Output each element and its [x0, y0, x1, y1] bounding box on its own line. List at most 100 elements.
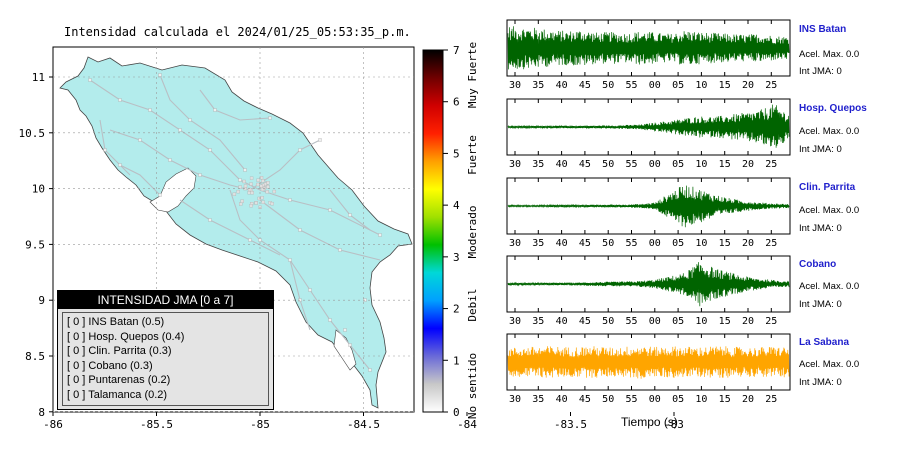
waveform-tick-label: 35 [532, 238, 544, 249]
intensity-legend: INTENSIDAD JMA [0 a 7] [ 0 ] INS Batan (… [57, 290, 274, 410]
waveform-tick-label: 20 [742, 394, 754, 405]
town-marker [208, 148, 212, 152]
town-marker [243, 184, 248, 188]
town-marker [158, 193, 162, 197]
map-title: Intensidad calculada el 2024/01/25_05:53… [64, 25, 411, 39]
town-marker [378, 233, 382, 237]
colorbar-tick-label: 1 [453, 354, 460, 367]
waveform-panel: 30 35 40 45 50 55 00 05 10 15 20 25 [506, 177, 791, 249]
waveform-tick-label: 25 [765, 159, 777, 170]
town-marker [247, 187, 252, 192]
station-accel: Acel. Max. 0.0 [799, 281, 860, 292]
town-marker [103, 148, 107, 152]
map-x-tick-label: -84 [457, 418, 477, 431]
waveform-tick-label: 00 [649, 238, 661, 249]
town-marker [265, 190, 269, 194]
waveform-tick-label: 15 [719, 159, 731, 170]
map-x-axis: -86 -85.5 -85 -84.5 -84 -83.5 -83 [43, 47, 684, 431]
town-marker [232, 192, 237, 196]
legend-entry: [ 0 ] INS Batan (0.5) [67, 316, 165, 328]
colorbar-label: No sentido [466, 353, 479, 419]
colorbar-ticks: 0 1 2 3 4 5 6 7 [443, 44, 460, 419]
waveform-panel: 30 35 40 45 50 55 00 05 10 15 20 25 [506, 255, 791, 327]
map-y-tick-label: 8 [38, 406, 45, 419]
waveform-tick-label: 55 [625, 159, 637, 170]
waveform-tick-label: 20 [742, 80, 754, 91]
waveform-tick-label: 40 [556, 394, 568, 405]
town-marker [288, 258, 292, 262]
town-marker [208, 218, 212, 222]
town-marker [261, 179, 265, 183]
map-x-tick-label: -85 [250, 418, 270, 431]
road [249, 139, 321, 191]
waveform-tick-label: 35 [532, 159, 544, 170]
station-name-ins-batan: INS Batan [799, 24, 847, 35]
town-marker [118, 163, 122, 167]
town-marker [249, 182, 253, 186]
road [259, 199, 381, 261]
waveform-tick-label: 25 [765, 316, 777, 327]
waveform-trace [507, 262, 790, 307]
station-int: Int JMA: 0 [799, 66, 842, 77]
map-x-tick-label: -84.5 [347, 418, 380, 431]
station-int: Int JMA: 0 [799, 144, 842, 155]
town-marker [158, 73, 162, 77]
town-marker [236, 189, 240, 194]
waveform-tick-label: 50 [602, 159, 614, 170]
map-x-tick-label: -83 [664, 418, 684, 431]
waveform-tick-label: 15 [719, 238, 731, 249]
town-marker [308, 288, 312, 292]
town-marker [256, 178, 260, 182]
waveform-tick-label: 10 [695, 80, 707, 91]
town-marker [240, 199, 244, 203]
waveform-tick-label: 05 [672, 238, 684, 249]
station-name-cobano: Cobano [799, 259, 837, 270]
waveform-tick-label: 30 [509, 316, 521, 327]
town-marker [188, 118, 192, 122]
station-accel: Acel. Max. 0.0 [799, 359, 860, 370]
waveform-tick-label: 55 [625, 316, 637, 327]
town-marker [298, 148, 302, 152]
waveform-tick-label: 40 [556, 159, 568, 170]
station-name-la-sabana: La Sabana [799, 337, 850, 348]
town-marker [266, 181, 270, 185]
waveform-tick-label: 55 [625, 394, 637, 405]
map-y-tick-label: 10.5 [19, 127, 46, 140]
waveform-tick-label: 15 [719, 316, 731, 327]
waveform-tick-label: 20 [742, 238, 754, 249]
legend-list: [ 0 ] INS Batan (0.5) [ 0 ] Hosp. Quepos… [62, 312, 269, 406]
town-marker [272, 189, 277, 194]
colorbar-labels: No sentido Debil Moderado Fuerte Muy Fuerte [466, 42, 479, 419]
waveform-tick-label: 40 [556, 80, 568, 91]
colorbar-tick-label: 5 [453, 147, 460, 160]
town-marker [328, 318, 332, 322]
map-x-tick-label: -86 [43, 418, 63, 431]
station-name-hosp-quepos: Hosp. Quepos [799, 103, 867, 114]
waveform-tick-label: 25 [765, 238, 777, 249]
legend-title: INTENSIDAD JMA [0 a 7] [58, 291, 273, 309]
legend-entry: [ 0 ] Clin. Parrita (0.3) [67, 345, 172, 358]
map-y-tick-label: 8.5 [25, 350, 45, 363]
waveform-tick-label: 20 [742, 316, 754, 327]
town-marker [268, 116, 272, 120]
station-name-clin-parrita: Clin. Parrita [799, 182, 856, 193]
map-x-tick-label: -85.5 [140, 418, 173, 431]
station-int: Int JMA: 0 [799, 223, 842, 234]
waveform-tick-label: 45 [579, 238, 591, 249]
colorbar-label: Muy Fuerte [466, 42, 479, 108]
town-marker [338, 248, 342, 252]
waveform-tick-label: 10 [695, 394, 707, 405]
waveform-tick-label: 00 [649, 394, 661, 405]
waveform-tick-label: 40 [556, 316, 568, 327]
station-accel: Acel. Max. 0.0 [799, 49, 860, 60]
colorbar-tick-label: 7 [453, 44, 460, 57]
town-marker [270, 201, 274, 206]
waveform-tick-label: 50 [602, 80, 614, 91]
map-x-tick-label: -83.5 [554, 418, 587, 431]
waveform-tick-label: 15 [719, 80, 731, 91]
town-marker [243, 168, 247, 172]
town-marker [178, 128, 182, 132]
town-marker [288, 198, 292, 202]
road [199, 89, 271, 121]
waveform-tick-label: 00 [649, 159, 661, 170]
